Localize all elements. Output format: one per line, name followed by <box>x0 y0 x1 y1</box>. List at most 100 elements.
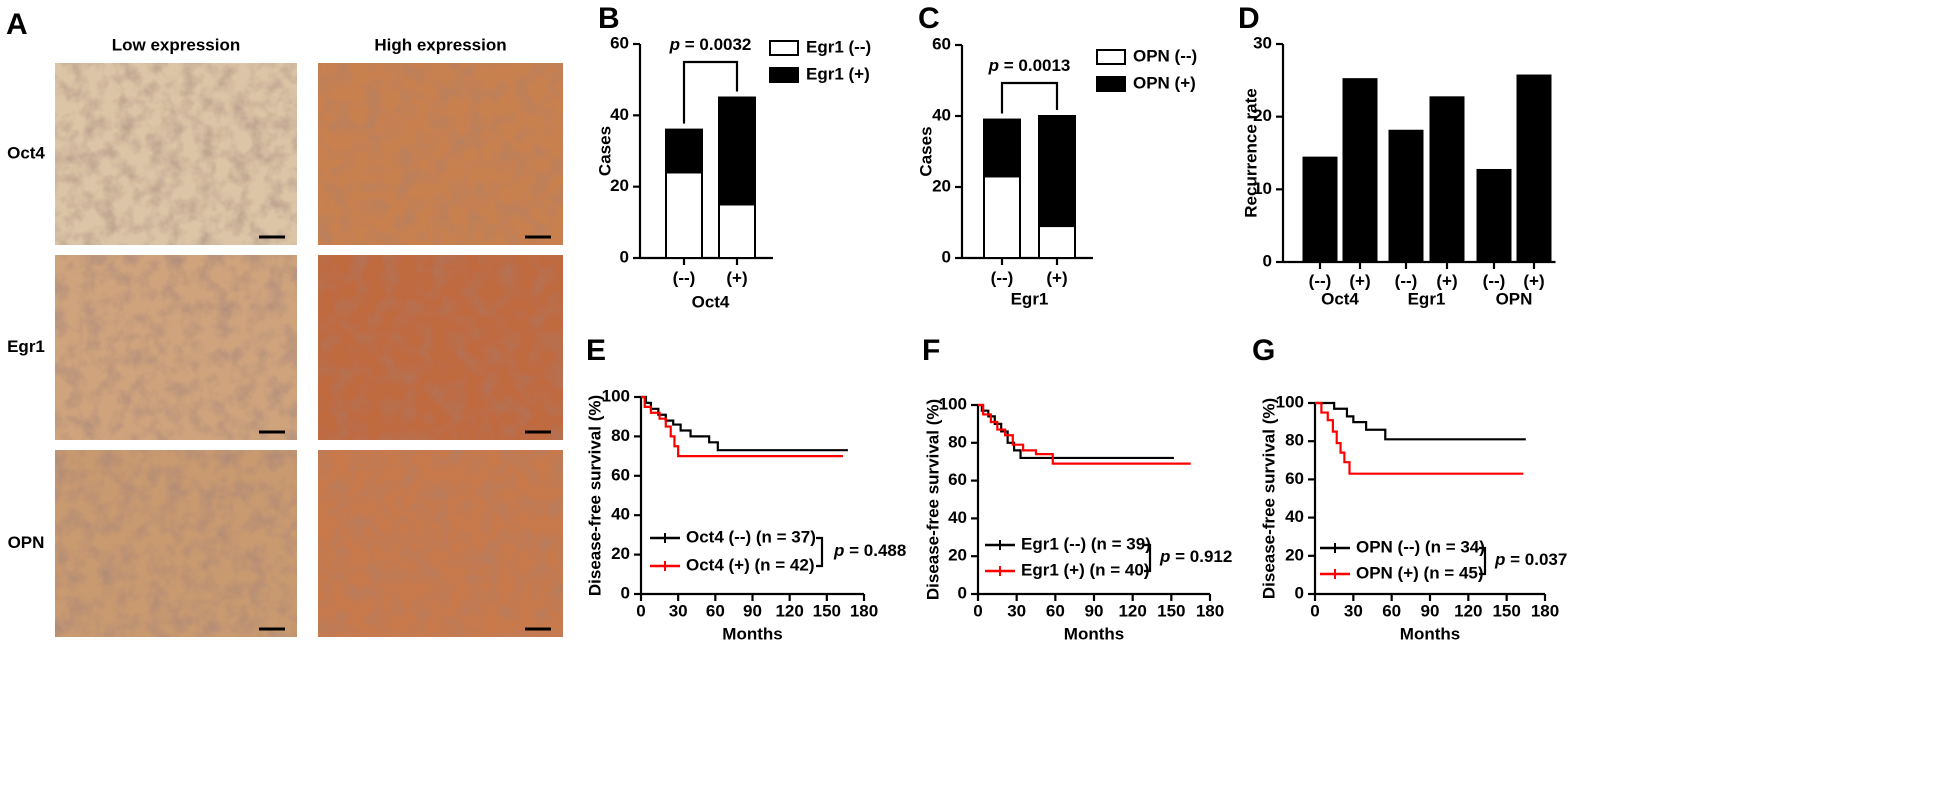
legend-label: Egr1 (--) (n = 39) <box>1021 534 1151 553</box>
x-tick-label: 0 <box>1310 601 1319 620</box>
legend-label: Egr1 (+) <box>806 64 870 83</box>
survival-curve <box>1315 401 1524 475</box>
p-symbol: p <box>988 56 999 75</box>
survival-curve <box>978 403 1174 460</box>
x-tick-label: 30 <box>1007 601 1026 620</box>
panel-letter: B <box>598 2 620 35</box>
p-text: = 0.0013 <box>1004 56 1071 75</box>
x-tick-label: 90 <box>743 601 762 620</box>
legend-bracket <box>1144 543 1152 573</box>
column-header: High expression <box>374 35 506 54</box>
p-value: p = 0.0032 <box>669 35 752 54</box>
y-tick-label: 0 <box>620 247 629 266</box>
p-symbol: p <box>1494 550 1505 569</box>
group-label: Egr1 <box>1408 289 1446 308</box>
x-tick-label: 120 <box>1118 601 1146 620</box>
x-axis-label: Oct4 <box>692 292 730 311</box>
legend-label: OPN (--) <box>1133 46 1197 65</box>
y-axis-label: Cases <box>595 126 614 176</box>
panel-letter: G <box>1252 334 1275 367</box>
x-axis-label: Months <box>1064 624 1124 643</box>
p-symbol: p <box>669 35 680 54</box>
x-tick-label: (--) <box>673 268 696 287</box>
x-tick-label: 30 <box>1344 601 1363 620</box>
x-tick-label: 60 <box>1382 601 1401 620</box>
panel-letter: F <box>922 334 940 367</box>
bar-segment <box>983 175 1021 260</box>
y-tick-label: 80 <box>1285 431 1304 450</box>
x-tick-label: 180 <box>1531 601 1559 620</box>
p-value: p = 0.037 <box>1494 550 1567 569</box>
legend-swatch <box>769 67 799 83</box>
x-tick-label: (+) <box>1523 271 1544 290</box>
y-tick-label: 40 <box>611 505 630 524</box>
y-tick-label: 40 <box>610 105 629 124</box>
micrograph-texture <box>55 255 297 440</box>
legend-swatch <box>769 40 799 56</box>
row-label: OPN <box>8 533 45 552</box>
p-text: = 0.912 <box>1175 547 1232 566</box>
bar-segment <box>718 203 756 259</box>
y-tick-label: 60 <box>948 470 967 489</box>
y-tick-label: 40 <box>1285 507 1304 526</box>
bar-segment <box>718 96 756 206</box>
y-tick-label: 40 <box>948 508 967 527</box>
y-tick-label: 60 <box>611 465 630 484</box>
p-value: p = 0.0013 <box>988 56 1071 75</box>
bar <box>1429 96 1465 262</box>
x-tick-label: (+) <box>1046 268 1067 287</box>
bar-segment <box>1038 225 1076 260</box>
y-tick-label: 0 <box>958 583 967 602</box>
group-label: Oct4 <box>1321 289 1359 308</box>
x-tick-label: 150 <box>1492 601 1520 620</box>
bar <box>1516 74 1552 263</box>
y-tick-label: 100 <box>602 386 630 405</box>
x-tick-label: (--) <box>1309 271 1332 290</box>
micrograph-texture <box>55 450 297 637</box>
x-axis-label: Months <box>722 624 782 643</box>
bar-segment <box>1038 115 1076 228</box>
x-tick-label: 120 <box>775 601 803 620</box>
x-tick-label: 60 <box>706 601 725 620</box>
y-tick-label: 80 <box>611 426 630 445</box>
y-tick-label: 20 <box>1253 106 1272 125</box>
row-label: Oct4 <box>7 143 45 162</box>
y-tick-label: 20 <box>611 544 630 563</box>
survival-curve <box>641 395 843 458</box>
legend-label: OPN (+) (n = 45) <box>1356 563 1484 582</box>
y-tick-label: 10 <box>1253 179 1272 198</box>
y-axis-label: Disease-free survival (%) <box>585 395 604 596</box>
y-axis-label: Recurrence rate <box>1241 88 1260 217</box>
y-tick-label: 20 <box>932 176 951 195</box>
legend-label: Egr1 (+) (n = 40) <box>1021 560 1149 579</box>
legend-swatch <box>1096 49 1126 65</box>
micrograph-texture <box>318 255 563 440</box>
x-tick-label: 180 <box>1196 601 1224 620</box>
y-axis-label: Disease-free survival (%) <box>923 399 942 600</box>
legend-label: Egr1 (--) <box>806 37 871 56</box>
bar <box>1476 168 1512 262</box>
p-value: p = 0.488 <box>833 541 906 560</box>
x-tick-label: (--) <box>991 268 1014 287</box>
significance-bracket <box>682 60 739 124</box>
x-tick-label: (+) <box>1349 271 1370 290</box>
group-label: OPN <box>1496 289 1533 308</box>
p-text: = 0.0032 <box>685 35 752 54</box>
x-tick-label: 120 <box>1454 601 1482 620</box>
x-tick-label: 60 <box>1046 601 1065 620</box>
x-tick-label: 90 <box>1421 601 1440 620</box>
x-tick-label: 30 <box>669 601 688 620</box>
y-axis-label: Cases <box>916 126 935 176</box>
survival-curve <box>1315 401 1526 441</box>
legend-swatch <box>1096 76 1126 92</box>
x-tick-label: (--) <box>1395 271 1418 290</box>
y-tick-label: 0 <box>1263 251 1272 270</box>
y-tick-label: 20 <box>948 546 967 565</box>
row-label: Egr1 <box>7 337 45 356</box>
legend-label: Oct4 (+) (n = 42) <box>686 555 814 574</box>
legend-label: Oct4 (--) (n = 37) <box>686 527 816 546</box>
bar-segment <box>665 171 703 259</box>
y-tick-label: 100 <box>939 394 967 413</box>
p-value: p = 0.912 <box>1159 547 1232 566</box>
